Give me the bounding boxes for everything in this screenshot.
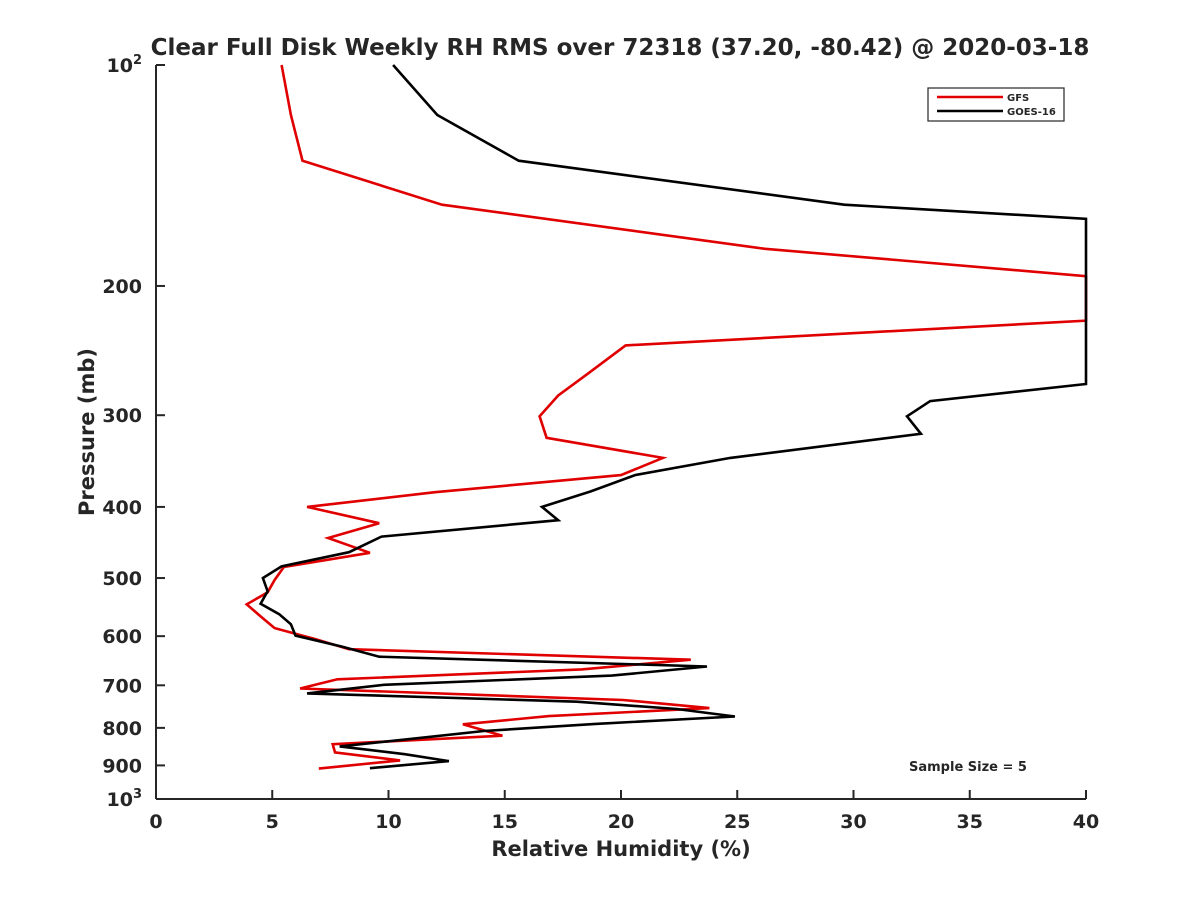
y-tick-label: 103 [107,787,143,811]
series-lines [244,64,1088,770]
legend: GFS GOES-16 [927,87,1065,122]
y-tick-label: 200 [102,276,142,298]
y-tick-label: 700 [102,675,142,697]
legend-box [927,87,1065,122]
x-tick-label: 5 [266,811,279,833]
series-line-goes16 [258,64,1088,770]
x-tick-label: 30 [840,811,866,833]
series-line-gfs [244,64,1088,770]
y-axis-label: Pressure (mb) [75,348,99,516]
y-tick-label: 800 [102,718,142,740]
chart-title: Clear Full Disk Weekly RH RMS over 72318… [151,35,1090,61]
x-tick-label: 40 [1073,811,1099,833]
axis-tick-labels: 0 5 10 15 20 25 30 35 40 102 200 300 400 500 600 700 800… [102,53,1099,833]
sample-size-annotation: Sample Size = 5 [909,760,1027,775]
y-tick-label: 300 [102,405,142,427]
x-tick-label: 0 [149,811,162,833]
y-tick-label: 600 [102,626,142,648]
legend-label-gfs: GFS [1007,93,1029,104]
y-tick-label: 102 [107,53,143,77]
x-tick-label: 20 [608,811,634,833]
y-tick-label: 500 [102,568,142,590]
y-tick-label: 900 [102,755,142,777]
x-tick-label: 25 [724,811,750,833]
x-axis-label: Relative Humidity (%) [491,837,750,861]
plot-area: 0 5 10 15 20 25 30 35 40 102 200 300 400 500 600 700 800… [102,53,1099,833]
x-tick-label: 15 [492,811,518,833]
x-tick-label: 10 [375,811,401,833]
y-tick-label: 400 [102,497,142,519]
x-tick-label: 35 [957,811,983,833]
legend-label-goes16: GOES-16 [1007,107,1056,118]
axis-ticks [155,64,1087,800]
